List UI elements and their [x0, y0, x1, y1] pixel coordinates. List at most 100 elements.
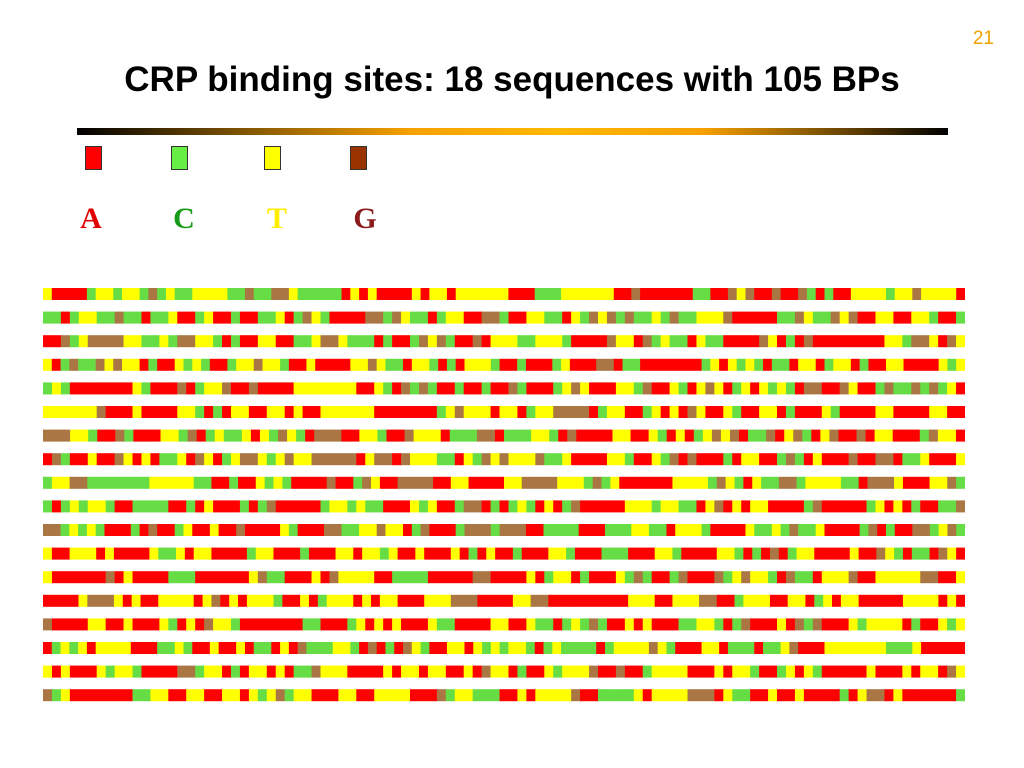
- base-cell: [884, 311, 894, 324]
- base-cell: [248, 689, 259, 702]
- base-cell: [186, 453, 196, 466]
- base-cell: [130, 642, 140, 654]
- base-cell: [403, 642, 413, 654]
- base-cell: [275, 453, 286, 466]
- base-cell: [929, 618, 939, 631]
- base-cell: [132, 689, 142, 702]
- base-cell: [485, 429, 496, 442]
- base-cell: [43, 594, 53, 607]
- base-cell: [311, 618, 321, 631]
- base-cell: [257, 665, 268, 678]
- base-cell: [525, 524, 536, 536]
- base-cell: [250, 429, 261, 442]
- base-cell: [410, 665, 420, 678]
- base-cell: [657, 524, 667, 536]
- base-cell: [777, 335, 787, 348]
- base-cell: [168, 618, 178, 631]
- base-cell: [454, 689, 465, 702]
- base-cell: [297, 358, 307, 371]
- base-cell: [159, 406, 169, 418]
- base-cell: [177, 406, 187, 418]
- base-cell: [642, 311, 653, 324]
- base-cell: [902, 665, 912, 678]
- base-cell: [613, 524, 623, 536]
- base-cell: [202, 547, 212, 560]
- base-cell: [306, 642, 316, 654]
- base-cell: [160, 429, 170, 442]
- base-cell: [777, 382, 787, 395]
- base-cell: [95, 642, 105, 654]
- base-cell: [320, 382, 330, 395]
- base-cell: [477, 476, 487, 489]
- base-cell: [88, 429, 98, 442]
- base-cell: [438, 642, 448, 654]
- base-cell: [284, 311, 295, 324]
- base-cell: [727, 358, 738, 371]
- base-cell: [902, 689, 912, 702]
- base-cell: [490, 453, 500, 466]
- sequence-grid: [43, 288, 965, 702]
- base-cell: [266, 500, 277, 513]
- base-cell: [229, 547, 239, 560]
- base-cell: [87, 311, 98, 324]
- base-cell: [636, 476, 647, 489]
- base-cell: [213, 500, 223, 513]
- base-cell: [633, 382, 644, 395]
- base-cell: [610, 594, 620, 607]
- base-cell: [660, 571, 670, 584]
- base-cell: [239, 665, 250, 678]
- base-cell: [177, 689, 187, 702]
- base-cell: [902, 453, 912, 466]
- base-cell: [789, 288, 799, 300]
- base-cell: [508, 665, 518, 678]
- base-cell: [947, 524, 957, 536]
- base-cell: [553, 665, 563, 678]
- sequence-row: [43, 311, 965, 324]
- base-cell: [759, 689, 769, 702]
- base-cell: [669, 335, 679, 348]
- base-cell: [383, 689, 393, 702]
- base-cell: [441, 547, 452, 560]
- base-cell: [282, 594, 292, 607]
- base-cell: [78, 524, 88, 536]
- base-cell: [868, 524, 878, 536]
- base-cell: [727, 524, 738, 536]
- base-cell: [789, 524, 799, 536]
- base-cell: [329, 453, 339, 466]
- base-cell: [759, 406, 769, 418]
- base-cell: [293, 335, 303, 348]
- base-cell: [386, 429, 396, 442]
- base-cell: [622, 358, 632, 371]
- base-cell: [929, 382, 939, 395]
- base-cell: [678, 665, 688, 678]
- base-cell: [201, 288, 211, 300]
- base-cell: [472, 406, 483, 418]
- base-cell: [589, 406, 599, 418]
- base-cell: [96, 311, 107, 324]
- base-cell: [893, 571, 903, 584]
- base-cell: [499, 689, 509, 702]
- base-cell: [323, 358, 334, 371]
- base-cell: [424, 547, 434, 560]
- base-cell: [429, 524, 439, 536]
- base-cell: [169, 429, 179, 442]
- base-cell: [175, 547, 186, 560]
- base-cell: [654, 476, 664, 489]
- base-cell: [271, 288, 281, 300]
- base-cell: [468, 594, 478, 607]
- base-cell: [150, 571, 160, 584]
- base-cell: [320, 500, 330, 513]
- base-cell: [347, 335, 357, 348]
- base-cell: [589, 618, 599, 631]
- base-cell: [544, 453, 554, 466]
- base-cell: [141, 571, 151, 584]
- base-cell: [937, 429, 948, 442]
- base-cell: [114, 335, 124, 348]
- base-cell: [148, 642, 158, 654]
- base-cell: [848, 406, 858, 418]
- base-cell: [248, 500, 259, 513]
- base-cell: [446, 642, 457, 654]
- base-cell: [732, 406, 742, 418]
- base-cell: [202, 594, 212, 607]
- base-cell: [552, 358, 562, 371]
